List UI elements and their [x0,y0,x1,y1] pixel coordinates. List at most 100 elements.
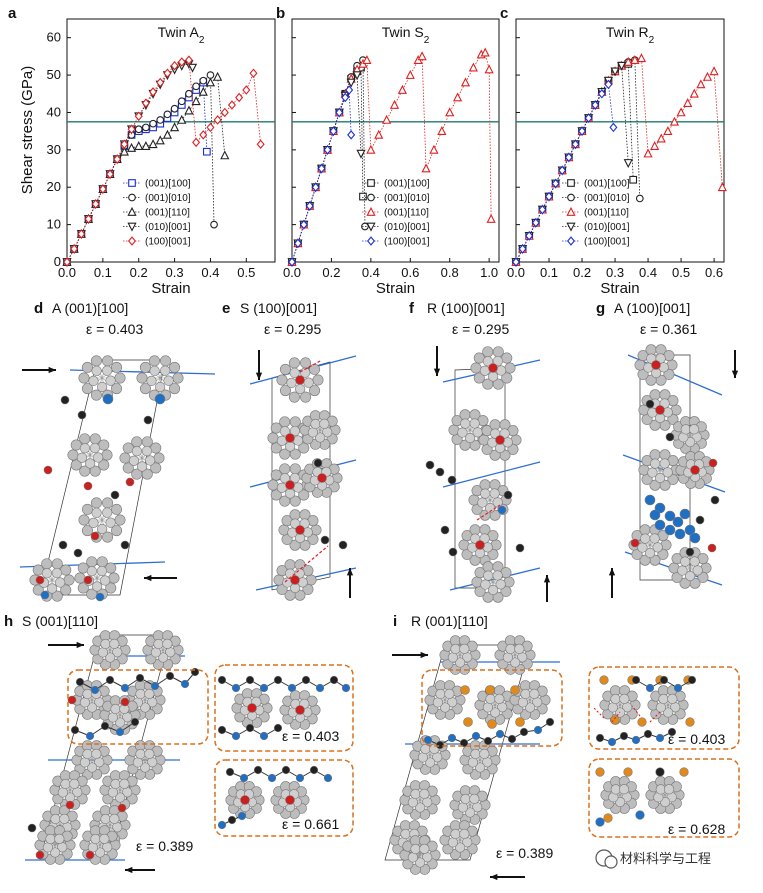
boron-atom [667,473,679,485]
panel-i: i R (001)[110] ε = 0.389 ε = 0.403 ε = 0… [393,613,740,861]
boron-atom [444,688,455,699]
blue-atom [672,516,684,528]
legend-entry: (100)[001] [362,236,430,248]
atom [77,410,87,420]
boron-atom [279,473,291,484]
boron-atom [148,355,160,367]
shear-arrow-right-head [48,366,56,374]
data-point [623,159,633,169]
boron-atom [97,523,108,535]
atom [120,540,130,550]
boron-atom [652,542,663,553]
boron-atom [688,424,700,435]
x-tick-label: 0.8 [441,265,459,280]
chain-atom [659,675,669,685]
boron-atom [270,489,282,501]
boron-atom [480,488,491,499]
chain-atom [135,673,145,683]
boron-atom [525,702,536,713]
strain-value-f: ε = 0.295 [452,321,509,337]
boron-atom [279,448,291,460]
chain-atom [301,675,311,685]
x-tick-label: 0.5 [237,265,255,280]
boron-atom [91,365,102,376]
chain-atom [245,723,255,733]
drop-line [634,60,641,199]
data-point [106,169,115,179]
blue-atom [649,509,661,521]
drop-line [202,82,208,152]
y-tick-label: 20 [47,179,61,194]
chain-atom [315,683,325,693]
x-tick-label: 0.3 [606,265,624,280]
data-point [405,69,415,79]
data-point [213,115,222,125]
boron-atom [490,707,501,718]
boron-atom [655,702,667,713]
plot-frame [515,18,725,263]
boron-atom [131,436,143,448]
data-point [162,129,173,139]
series-line [66,59,254,263]
boron-atom [54,833,65,844]
strain-value-g: ε = 0.361 [640,321,697,337]
atom [67,695,77,705]
center-atom [295,525,305,535]
inset-atom [623,767,633,777]
boron-atom [482,561,494,573]
boron-atom [303,377,314,388]
boron-atom [93,452,104,463]
boron-atom [489,449,501,461]
data-point [669,116,680,126]
shear-arrow-left-head [144,574,152,582]
boron-atom [89,442,100,454]
center-atom [247,703,257,713]
boron-atom [131,446,143,457]
displacement-arrow [476,504,501,521]
legend-label: (100)[001] [584,237,630,248]
data-point [249,68,258,78]
atom [60,395,70,405]
plot-frame [66,18,276,263]
boron-atom [425,757,436,768]
chain-atom [631,735,641,745]
boron-atom [284,559,296,571]
boron-atom [309,385,321,397]
atom [83,481,93,491]
series-2 [511,53,727,266]
boron-atom [111,383,123,395]
data-point [198,86,208,96]
boron-atom [115,792,126,803]
strain-value-h: ε = 0.389 [136,838,193,854]
boron-atom [279,495,291,507]
panel-label-g: g [596,300,605,317]
legend-marker [366,236,376,246]
legend-entry: (001)[100] [562,179,630,190]
boron-atom [158,652,169,663]
boron-atom [457,427,468,438]
y-tick-label: 60 [47,30,61,45]
atom [35,850,45,860]
boron-atom [150,647,162,658]
inset-atom [595,767,605,777]
boron-atom [99,833,110,844]
legend-entry: (001)[110] [123,206,190,219]
chain-atom [130,717,140,727]
boron-atom [87,702,98,713]
boron-atom [440,702,451,713]
atom [313,458,323,468]
data-point [187,63,198,73]
atom [65,800,75,810]
boron-atom [649,419,661,431]
boron-atom [470,748,481,760]
boron-atom [469,793,480,804]
legend-marker [567,193,575,202]
data-point [558,165,567,176]
orange-atom [510,685,520,695]
data-point [636,53,647,63]
chain-atom [273,675,283,685]
atom [320,535,330,545]
boron-atom [288,391,300,403]
boron-atom [300,367,311,378]
data-point [323,145,332,155]
